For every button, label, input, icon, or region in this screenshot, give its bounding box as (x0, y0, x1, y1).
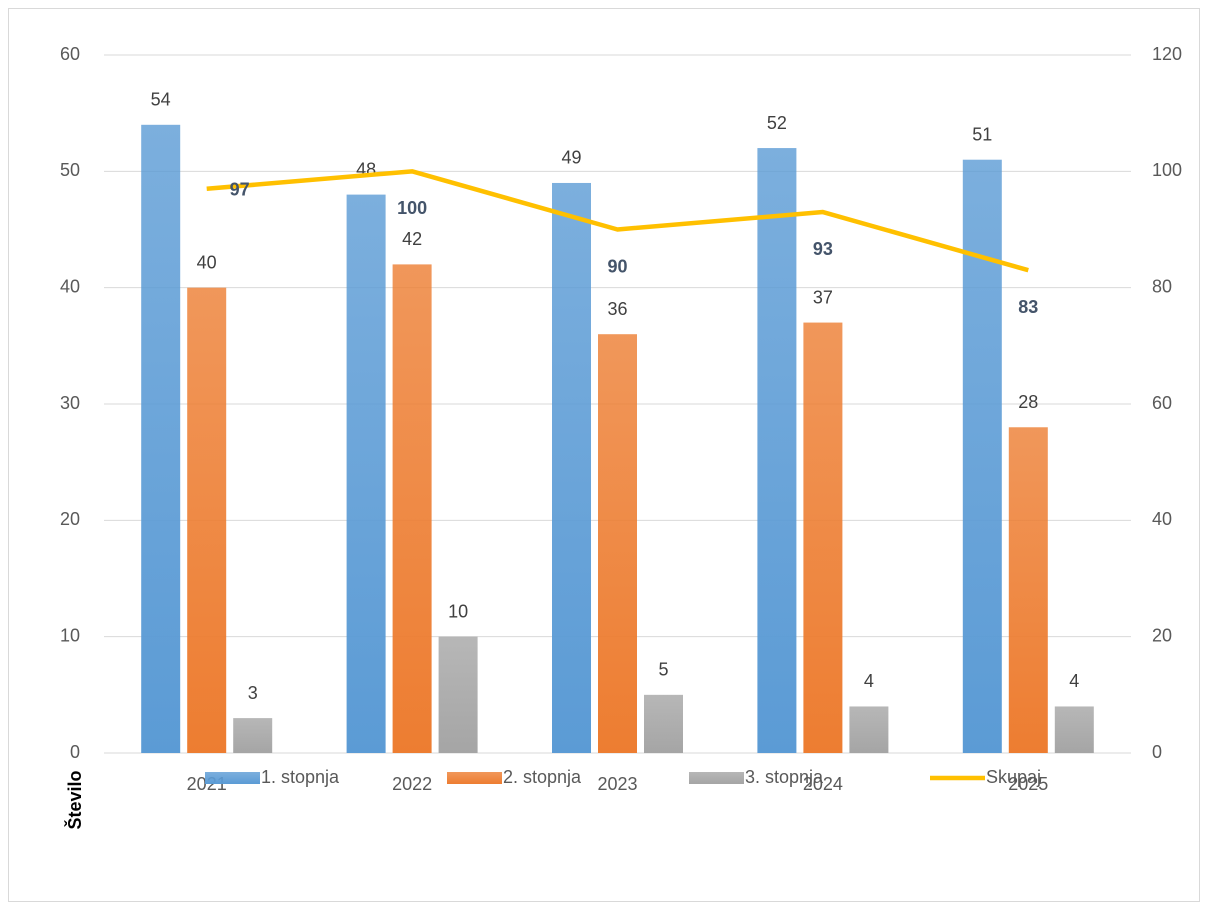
line-label: 97 (230, 180, 250, 200)
data-label: 4 (864, 671, 874, 691)
line (206, 169, 1029, 273)
data-label: 5 (658, 660, 668, 680)
line-label: 93 (813, 239, 833, 259)
y2-tick-label: 0 (1152, 742, 1162, 762)
bar (141, 124, 181, 754)
y2-tick-label: 80 (1152, 276, 1172, 296)
data-label: 54 (151, 90, 171, 110)
legend-swatch (689, 772, 744, 784)
y-tick-label: 30 (60, 393, 80, 413)
data-label: 52 (767, 113, 787, 133)
y2-tick-label: 40 (1152, 509, 1172, 529)
legend-swatch (205, 772, 260, 784)
bar (1008, 427, 1048, 753)
legend-label: 2. stopnja (503, 767, 582, 787)
legend-swatch (447, 772, 502, 784)
x-tick-label: 2022 (392, 774, 432, 794)
legend-label: 1. stopnja (261, 767, 340, 787)
y-tick-label: 50 (60, 160, 80, 180)
bar (187, 287, 227, 753)
bar (1054, 706, 1094, 753)
y2-tick-label: 60 (1152, 393, 1172, 413)
data-label: 3 (248, 683, 258, 703)
bar (849, 706, 889, 753)
bar (962, 159, 1002, 753)
y-tick-label: 10 (60, 625, 80, 645)
bar (757, 148, 797, 754)
bar (644, 694, 683, 753)
bar (438, 636, 478, 753)
y-axis-label: Število (64, 770, 85, 829)
bar (803, 322, 843, 753)
y2-tick-label: 20 (1152, 625, 1172, 645)
bar (598, 334, 637, 753)
data-label: 42 (402, 229, 422, 249)
data-label: 10 (448, 601, 468, 621)
data-label: 36 (607, 299, 627, 319)
y-tick-label: 60 (60, 44, 80, 64)
data-label: 51 (972, 124, 992, 144)
data-label: 28 (1018, 392, 1038, 412)
bar (552, 182, 591, 753)
x-tick-label: 2024 (803, 774, 843, 794)
y2-tick-label: 100 (1152, 160, 1182, 180)
legend-label: Skupaj (986, 767, 1041, 787)
x-tick-label: 2025 (1008, 774, 1048, 794)
data-label: 49 (561, 148, 581, 168)
line-label: 100 (397, 198, 427, 218)
y-tick-label: 40 (60, 276, 80, 296)
legend-label: 3. stopnja (745, 767, 824, 787)
y-tick-label: 0 (70, 742, 80, 762)
line-label: 90 (607, 256, 627, 276)
bar (233, 718, 273, 753)
line-label: 83 (1018, 297, 1038, 317)
data-label: 40 (197, 252, 217, 272)
data-label: 37 (813, 287, 833, 307)
data-label: 4 (1069, 671, 1079, 691)
bar (346, 194, 386, 754)
bar (392, 264, 432, 753)
x-tick-label: 2023 (597, 774, 637, 794)
y-tick-label: 20 (60, 509, 80, 529)
y2-tick-label: 120 (1152, 44, 1182, 64)
